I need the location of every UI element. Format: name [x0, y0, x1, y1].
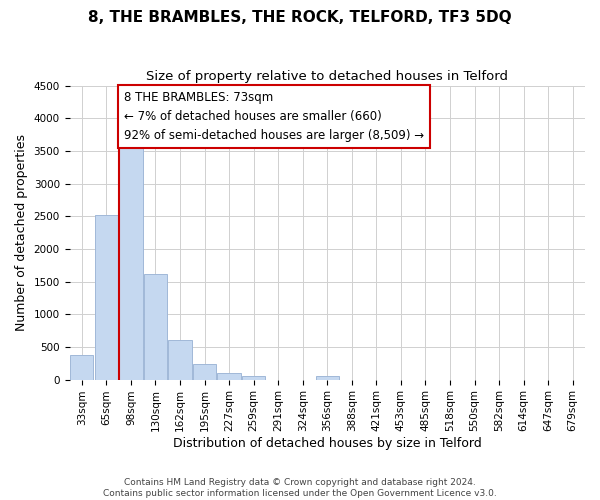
Y-axis label: Number of detached properties: Number of detached properties [15, 134, 28, 331]
Bar [217, 373, 241, 380]
Bar [144, 274, 167, 380]
Text: 8, THE BRAMBLES, THE ROCK, TELFORD, TF3 5DQ: 8, THE BRAMBLES, THE ROCK, TELFORD, TF3 … [88, 10, 512, 25]
Bar [169, 340, 191, 380]
Text: 8 THE BRAMBLES: 73sqm
← 7% of detached houses are smaller (660)
92% of semi-deta: 8 THE BRAMBLES: 73sqm ← 7% of detached h… [124, 91, 424, 142]
Text: Contains HM Land Registry data © Crown copyright and database right 2024.
Contai: Contains HM Land Registry data © Crown c… [103, 478, 497, 498]
Bar [193, 364, 216, 380]
Bar [119, 138, 143, 380]
X-axis label: Distribution of detached houses by size in Telford: Distribution of detached houses by size … [173, 437, 482, 450]
Bar [70, 355, 94, 380]
Bar [242, 376, 265, 380]
Title: Size of property relative to detached houses in Telford: Size of property relative to detached ho… [146, 70, 508, 83]
Bar [316, 376, 339, 380]
Bar [95, 215, 118, 380]
